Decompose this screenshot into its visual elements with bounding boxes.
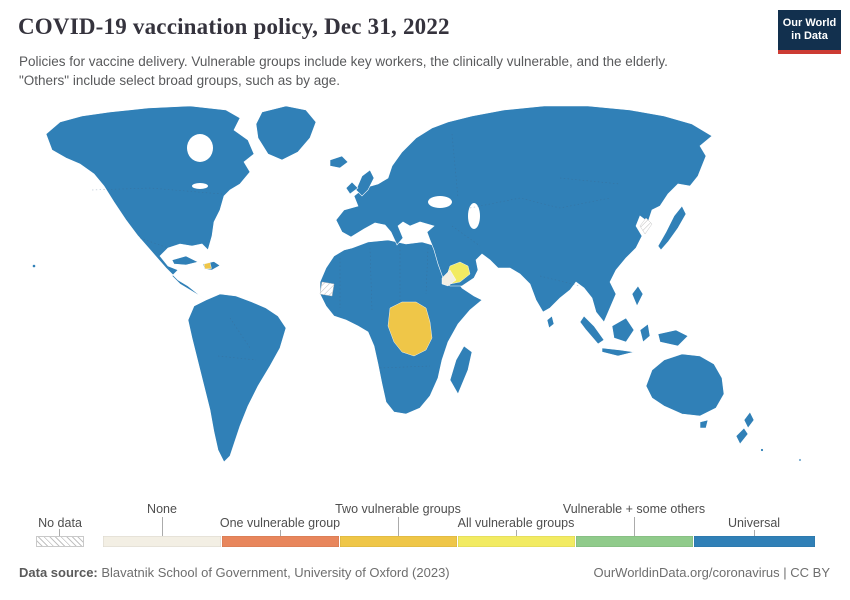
landmass-ireland[interactable] [345, 181, 359, 195]
landmass-java[interactable] [601, 347, 635, 357]
page-title: COVID-19 vaccination policy, Dec 31, 202… [18, 14, 450, 39]
legend-tick-two-vulnerable-groups [398, 517, 399, 536]
owid-logo-box: Our World in Data [778, 10, 841, 50]
landmass-japan[interactable] [657, 205, 687, 251]
hawaii-islands[interactable] [32, 264, 36, 268]
license-link[interactable]: OurWorldinData.org/coronavirus | CC BY [593, 565, 830, 580]
landmass-madagascar[interactable] [449, 345, 473, 395]
data-source-label: Data source: [19, 565, 98, 580]
landmass-sumatra[interactable] [579, 315, 605, 345]
landmass-sulawesi[interactable] [639, 323, 651, 343]
legend-tick-all-vulnerable-groups [516, 530, 517, 536]
legend-segment-vulnerable-some-others[interactable] [575, 536, 693, 547]
hudson-bay [187, 134, 213, 162]
country-eritrea[interactable] [441, 269, 457, 287]
legend-color-bar [103, 536, 815, 547]
legend-label-none: None [147, 502, 177, 516]
legend-segment-universal[interactable] [693, 536, 815, 547]
landmass-greenland[interactable] [255, 105, 317, 161]
legend-segment-one-vulnerable-group[interactable] [221, 536, 339, 547]
owid-logo-line1: Our World [782, 17, 837, 29]
landmass-australia[interactable] [645, 353, 725, 417]
landmass-iceland[interactable] [329, 155, 349, 169]
legend-label-two-vulnerable-groups: Two vulnerable groups [335, 502, 461, 516]
legend-label-vulnerable-some-others: Vulnerable + some others [562, 502, 706, 516]
caspian-sea [468, 203, 480, 229]
legend-tick-none [162, 517, 163, 536]
landmass-north-america[interactable] [45, 105, 255, 301]
landmass-cuba[interactable] [171, 255, 199, 266]
landmass-philippines[interactable] [631, 285, 644, 307]
legend-label-no-data: No data [38, 516, 82, 530]
legend-swatch-no-data[interactable] [36, 536, 84, 547]
legend-tick-vulnerable-some-others [634, 517, 635, 536]
legend-tick-no-data [59, 529, 60, 536]
owid-logo-line2: in Data [791, 30, 828, 42]
world-landmasses [32, 105, 802, 463]
legend-tick-universal [754, 530, 755, 536]
landmass-borneo[interactable] [611, 317, 635, 343]
world-map[interactable] [0, 98, 850, 490]
country-north-korea-no-data[interactable] [639, 217, 653, 235]
landmass-new-zealand-south[interactable] [735, 427, 749, 445]
country-borders [91, 133, 621, 369]
legend-segment-two-vulnerable-groups[interactable] [339, 536, 457, 547]
owid-logo[interactable]: Our World in Data [778, 10, 841, 54]
great-lakes [192, 183, 208, 189]
landmass-south-america[interactable] [187, 293, 287, 463]
landmass-new-guinea[interactable] [657, 329, 689, 347]
highlighted-countries [203, 217, 653, 357]
landmass-great-britain[interactable] [355, 169, 375, 197]
black-sea [428, 196, 452, 208]
chart-subtitle: Policies for vaccine delivery. Vulnerabl… [19, 52, 739, 90]
subtitle-line-2: "Others" include select broad groups, su… [19, 73, 341, 88]
legend-segment-all-vulnerable-groups[interactable] [457, 536, 575, 547]
legend-label-all-vulnerable-groups: All vulnerable groups [457, 516, 575, 530]
country-democratic-republic-of-congo[interactable] [387, 301, 433, 357]
landmass-sri-lanka[interactable] [546, 315, 555, 329]
country-western-sahara-no-data[interactable] [319, 281, 335, 297]
subtitle-line-1: Policies for vaccine delivery. Vulnerabl… [19, 54, 668, 69]
country-haiti[interactable] [203, 262, 212, 270]
data-source: Data source: Blavatnik School of Governm… [19, 565, 450, 580]
landmass-new-zealand-north[interactable] [743, 411, 755, 429]
legend-tick-one-vulnerable-group [280, 530, 281, 536]
data-source-text: Blavatnik School of Government, Universi… [97, 565, 450, 580]
pacific-island-2[interactable] [798, 458, 802, 462]
legend-label-universal: Universal [727, 516, 781, 530]
landmass-eurasia[interactable] [335, 105, 713, 323]
legend-segment-none[interactable] [103, 536, 221, 547]
inland-waters [187, 134, 480, 229]
landmass-tasmania[interactable] [699, 419, 709, 429]
owid-logo-stripe [778, 50, 841, 54]
pacific-island[interactable] [760, 448, 764, 452]
chart-footer: Data source: Blavatnik School of Governm… [0, 565, 850, 587]
legend-label-one-vulnerable-group: One vulnerable group [219, 516, 341, 530]
